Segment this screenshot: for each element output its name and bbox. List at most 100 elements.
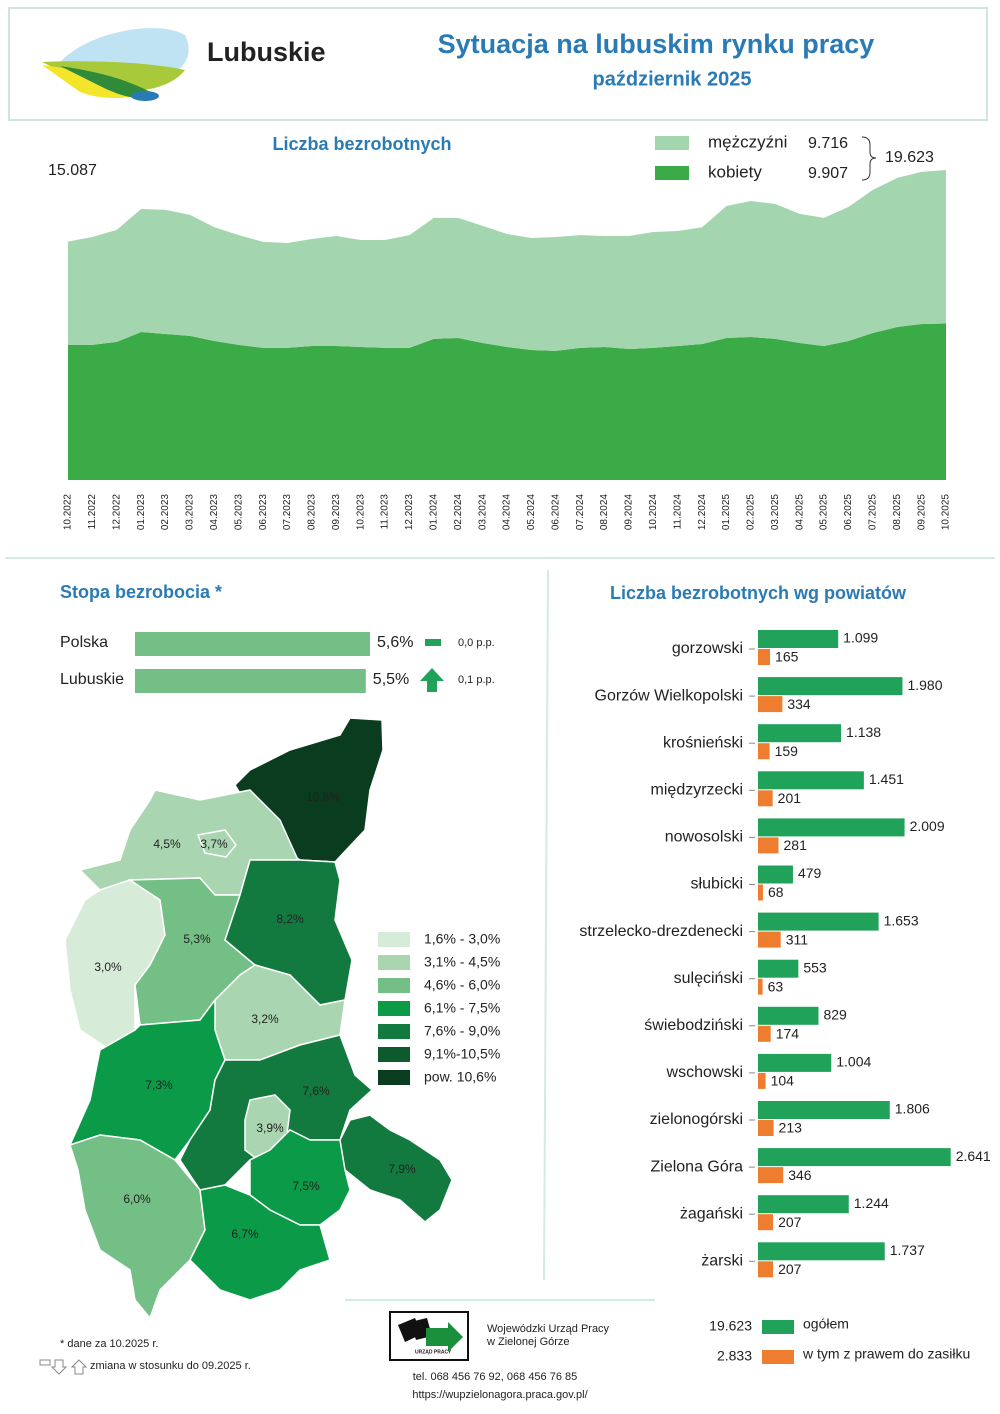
- bar: [758, 865, 793, 884]
- logo: [42, 28, 189, 101]
- x-tick-label: 01.2024: [428, 494, 439, 531]
- category-label: strzelecko-drezdenecki: [579, 923, 743, 940]
- category-label: żarski: [701, 1253, 743, 1270]
- region-label: 8,2%: [276, 912, 304, 926]
- chart-title: Stopa bezrobocia *: [60, 582, 222, 602]
- bar: [758, 1261, 774, 1278]
- x-tick-label: 05.2024: [526, 494, 537, 531]
- x-tick-label: 10.2022: [63, 494, 74, 531]
- value-label: 1.099: [843, 630, 878, 646]
- map: 10,8% 4,5% 3,7% 3,0% 5,3% 8,2% 3,2% 7,3% 7,6% 3,9…: [64, 717, 453, 1320]
- brand: Lubuskie: [207, 37, 326, 67]
- x-tick-label: 01.2023: [136, 494, 147, 531]
- bar: [758, 630, 839, 648]
- category-label: słubicki: [691, 876, 743, 893]
- bar: [758, 837, 779, 854]
- value-label: 63: [768, 978, 784, 994]
- bar: [758, 818, 905, 837]
- total-label: 15.087: [48, 162, 97, 179]
- page-title: Sytuacja na lubuskim rynku pracy: [438, 29, 875, 59]
- value-label: 5,6%: [377, 634, 413, 651]
- bar: [758, 931, 781, 948]
- value-label: 68: [768, 884, 784, 900]
- legend-label: mężczyźni: [708, 132, 787, 151]
- value-label: 1.653: [884, 912, 919, 928]
- legend-swatch: [655, 166, 689, 180]
- legend-swatch: [378, 1070, 410, 1085]
- x-tick-label: 07.2023: [282, 494, 293, 531]
- region-label: 4,5%: [153, 837, 181, 851]
- legend-label: 6,1% - 7,5%: [424, 1000, 500, 1016]
- brace: [861, 136, 877, 181]
- value-label: 479: [798, 865, 822, 881]
- x-tick-label: 01.2025: [721, 494, 732, 531]
- bar: [758, 912, 879, 931]
- legend-label: kobiety: [708, 162, 762, 181]
- region-label: 7,5%: [292, 1179, 320, 1193]
- value-label: 281: [784, 837, 808, 853]
- value-label: 207: [778, 1214, 802, 1230]
- bar: [135, 632, 370, 656]
- legend-label: w tym z prawem do zasiłku: [802, 1346, 970, 1362]
- no-change-icon: [425, 639, 441, 646]
- category-label: nowosolski: [665, 829, 743, 846]
- note: * dane za 10.2025 r.: [60, 1338, 158, 1350]
- category-label: żagański: [680, 1205, 743, 1222]
- value-label: 346: [788, 1167, 812, 1183]
- up-arrow-icon: [420, 668, 444, 692]
- bar: [758, 790, 773, 807]
- x-tick-label: 08.2023: [307, 494, 318, 531]
- x-tick-label: 12.2023: [404, 494, 415, 531]
- category-label: świebodziński: [644, 1017, 743, 1034]
- category-label: krośnieński: [663, 734, 743, 751]
- legend-label: ogółem: [803, 1316, 849, 1332]
- legend-swatch: [378, 1001, 410, 1016]
- value-label: 1.244: [854, 1195, 889, 1211]
- x-tick-label: 11.2023: [380, 494, 391, 530]
- x-tick-label: 10.2025: [941, 494, 952, 531]
- x-tick-label: 09.2024: [624, 494, 635, 531]
- x-tick-label: 12.2022: [111, 494, 122, 531]
- footer-org: w Zielonej Górze: [486, 1336, 570, 1348]
- value-label: 829: [823, 1007, 847, 1023]
- area: [68, 323, 946, 480]
- x-tick-label: 10.2024: [648, 494, 659, 531]
- bar: [758, 1025, 771, 1042]
- x-tick-label: 09.2023: [331, 494, 342, 531]
- legend-label: pow. 10,6%: [424, 1069, 496, 1085]
- bar: [758, 1167, 784, 1184]
- category-label: zielonogórski: [650, 1111, 743, 1128]
- region-label: 3,0%: [94, 960, 122, 974]
- category-label: Polska: [60, 634, 108, 651]
- category-label: Zielona Góra: [651, 1158, 744, 1175]
- category-label: gorzowski: [672, 640, 743, 657]
- category-label: wschowski: [666, 1064, 743, 1081]
- x-tick-label: 10.2023: [355, 494, 366, 531]
- total-label: 2.833: [717, 1348, 752, 1364]
- footer-logo-text: URZĄD PRACY: [415, 1349, 452, 1355]
- map-region: [69, 1134, 206, 1320]
- region-label: 3,9%: [256, 1121, 284, 1135]
- footer-phone: tel. 068 456 76 92, 068 456 76 85: [413, 1371, 578, 1383]
- value-label: 1.737: [890, 1242, 925, 1258]
- area: [68, 169, 946, 351]
- x-tick-label: 03.2023: [185, 494, 196, 531]
- bar: [135, 669, 366, 693]
- x-tick-label: 02.2025: [746, 494, 757, 531]
- value-label: 1.980: [907, 677, 942, 693]
- value-label: 1.004: [836, 1054, 871, 1070]
- bar: [758, 1101, 890, 1119]
- legend-swatch: [655, 136, 689, 150]
- x-tick-label: 09.2025: [916, 494, 927, 531]
- x-tick-label: 11.2022: [87, 494, 98, 530]
- value-label: 311: [786, 931, 809, 947]
- footer-org: Wojewódzki Urząd Pracy: [487, 1323, 610, 1335]
- bar: [758, 724, 842, 743]
- region-label: 5,3%: [183, 932, 211, 946]
- value-label: 553: [803, 959, 827, 975]
- x-tick-label: 06.2024: [550, 494, 561, 531]
- bar: [758, 771, 864, 790]
- bar: [758, 959, 799, 978]
- x-tick-label: 04.2024: [502, 494, 513, 531]
